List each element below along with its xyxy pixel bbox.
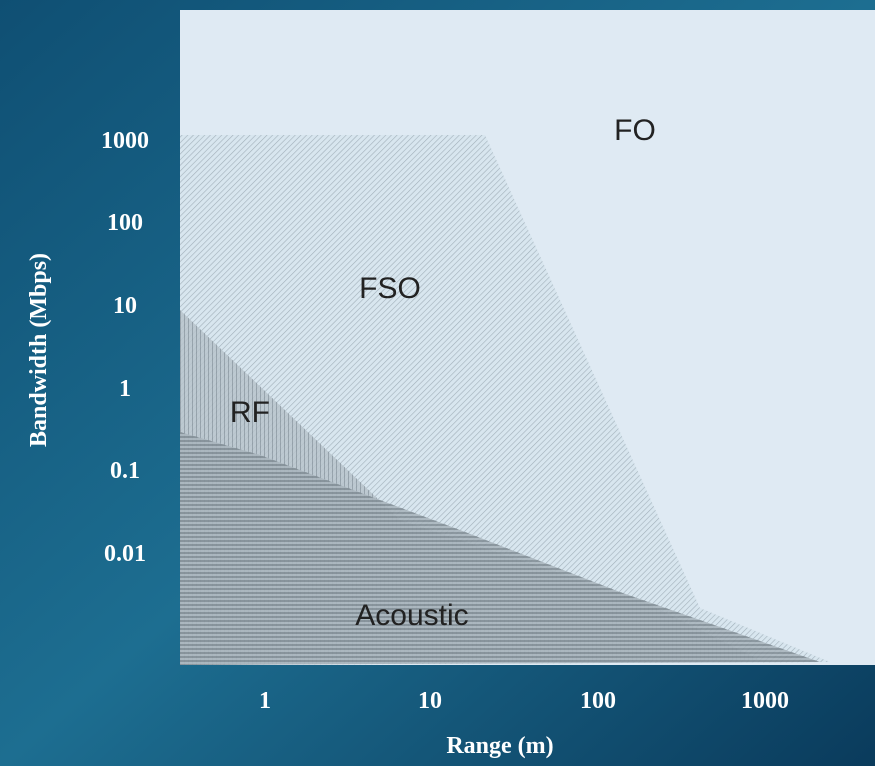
region-label: Acoustic <box>355 599 468 632</box>
y-tick-label: 10 <box>113 293 137 319</box>
x-tick-label: 100 <box>580 688 616 714</box>
region-label: FO <box>614 114 656 147</box>
y-tick-label: 1000 <box>101 128 149 154</box>
y-axis-label: Bandwidth (Mbps) <box>26 253 52 447</box>
x-tick-label: 1000 <box>741 688 789 714</box>
y-tick-label: 1 <box>119 376 131 402</box>
y-tick-label: 0.1 <box>110 458 140 484</box>
region-label: RF <box>230 396 270 429</box>
x-axis-label: Range (m) <box>446 733 553 759</box>
x-tick-label: 10 <box>418 688 442 714</box>
slide: FO FSO RF Acoustic 1 10 100 1000 1000 10… <box>0 0 875 766</box>
x-tick-label: 1 <box>259 688 271 714</box>
y-tick-label: 100 <box>107 210 143 236</box>
region-label: FSO <box>359 272 421 305</box>
y-tick-label: 0.01 <box>104 541 146 567</box>
